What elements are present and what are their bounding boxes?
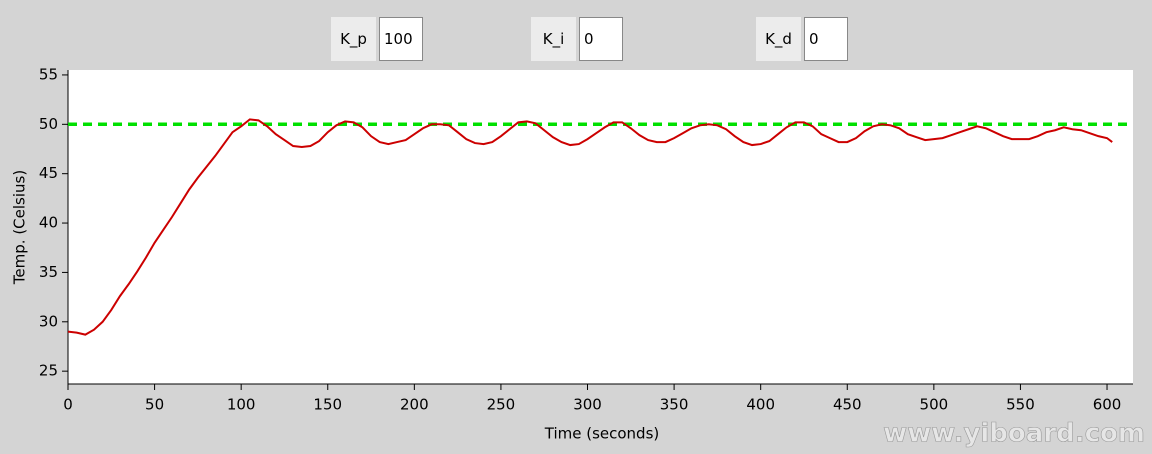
- kd-label: K_d: [756, 17, 801, 61]
- x-tick-label: 50: [145, 396, 164, 414]
- x-tick-label: 250: [487, 396, 516, 414]
- y-axis-label: Temp. (Celsius): [11, 170, 29, 285]
- ki-control: K_i 0: [531, 17, 623, 61]
- y-tick-label: 55: [39, 65, 58, 83]
- x-tick-label: 550: [1006, 396, 1035, 414]
- x-tick-label: 100: [227, 396, 256, 414]
- x-tick-label: 150: [313, 396, 342, 414]
- x-tick-label: 500: [920, 396, 949, 414]
- x-tick-label: 200: [400, 396, 429, 414]
- plot-area: [68, 70, 1133, 384]
- x-tick-label: 400: [746, 396, 775, 414]
- x-axis-label: Time (seconds): [544, 425, 660, 443]
- kp-label: K_p: [331, 17, 376, 61]
- x-tick-label: 0: [63, 396, 73, 414]
- y-tick-label: 45: [39, 164, 58, 182]
- kd-input[interactable]: 0: [804, 17, 848, 61]
- y-tick-label: 50: [39, 115, 58, 133]
- y-tick-label: 25: [39, 362, 58, 380]
- watermark: www.yiboard.com: [883, 419, 1145, 449]
- x-tick-label: 300: [573, 396, 602, 414]
- y-tick-label: 30: [39, 312, 58, 330]
- y-tick-label: 40: [39, 214, 58, 232]
- ki-label: K_i: [531, 17, 576, 61]
- temperature-line: [67, 118, 1113, 336]
- kd-control: K_d 0: [756, 17, 848, 61]
- y-tick-label: 35: [39, 263, 58, 281]
- x-tick-label: 350: [660, 396, 689, 414]
- x-tick-label: 450: [833, 396, 862, 414]
- kp-control: K_p 100: [331, 17, 423, 61]
- x-tick-label: 600: [1093, 396, 1122, 414]
- ki-input[interactable]: 0: [579, 17, 623, 61]
- kp-input[interactable]: 100: [379, 17, 423, 61]
